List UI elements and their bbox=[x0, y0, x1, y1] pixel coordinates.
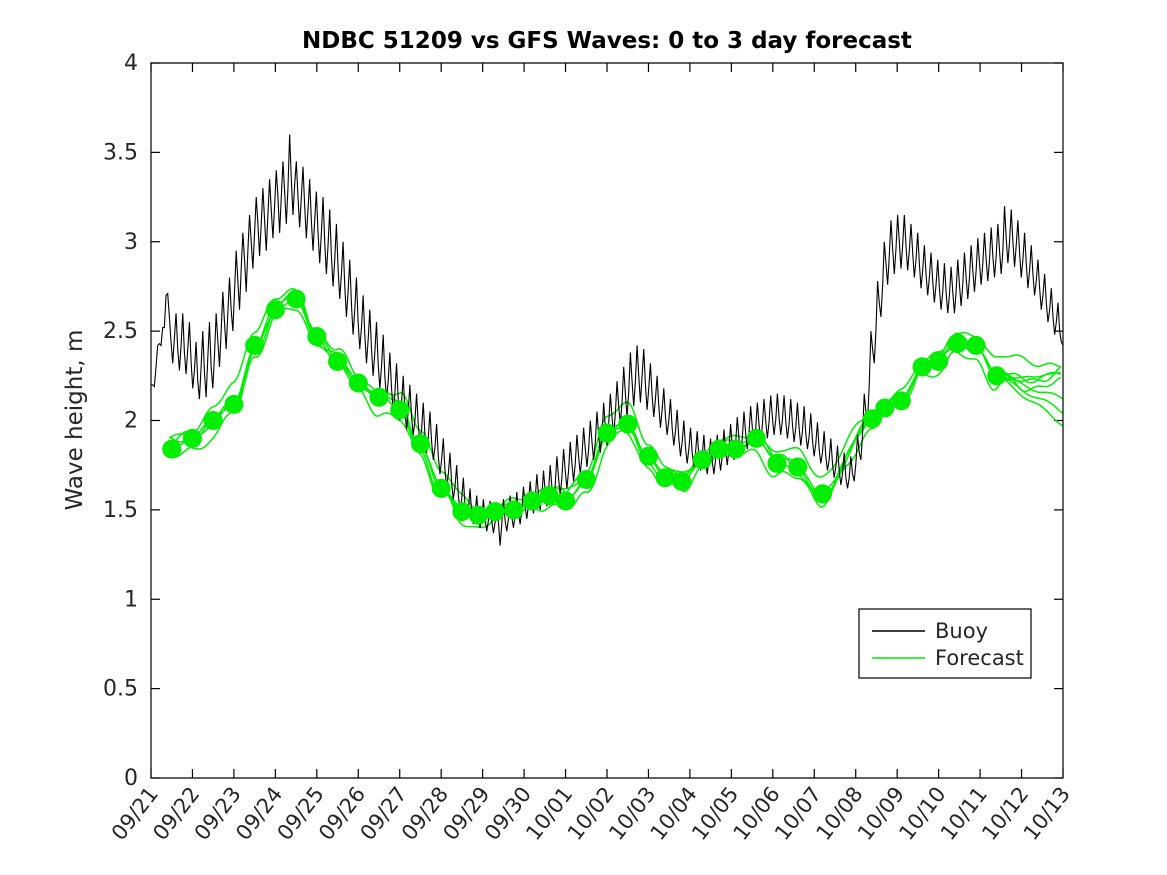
buoy-series-line bbox=[151, 134, 1063, 546]
forecast-marker-point bbox=[912, 357, 932, 377]
forecast-marker-point bbox=[788, 457, 808, 477]
forecast-marker-point bbox=[875, 398, 895, 418]
forecast-marker-point bbox=[328, 352, 348, 372]
forecast-marker-point bbox=[245, 335, 265, 355]
forecast-marker-point bbox=[431, 478, 451, 498]
y-tick-label: 0 bbox=[124, 766, 138, 791]
y-tick-label: 3.5 bbox=[103, 140, 138, 165]
axes-frame bbox=[150, 62, 1064, 779]
forecast-marker-point bbox=[390, 400, 410, 420]
forecast-marker-point bbox=[485, 502, 505, 522]
forecast-marker-point bbox=[369, 387, 389, 407]
y-tick-label: 1 bbox=[124, 587, 138, 612]
forecast-marker-point bbox=[286, 289, 306, 309]
forecast-marker-point bbox=[597, 423, 617, 443]
forecast-marker-point bbox=[182, 428, 202, 448]
forecast-marker-point bbox=[966, 335, 986, 355]
forecast-marker-point bbox=[726, 439, 746, 459]
legend-label-buoy: Buoy bbox=[935, 619, 988, 643]
forecast-marker-point bbox=[452, 502, 472, 522]
forecast-marker-point bbox=[348, 373, 368, 393]
forecast-marker-point bbox=[162, 439, 182, 459]
forecast-marker-point bbox=[891, 391, 911, 411]
forecast-marker-point bbox=[767, 453, 787, 473]
forecast-series-markers bbox=[162, 289, 1007, 525]
forecast-marker-point bbox=[813, 484, 833, 504]
forecast-tail-strand-2 bbox=[995, 374, 1063, 427]
forecast-marker-point bbox=[987, 366, 1007, 386]
y-tick-label: 3 bbox=[124, 230, 138, 255]
y-axis-title: Wave height, m bbox=[62, 330, 88, 511]
y-tick-label: 0.5 bbox=[103, 677, 138, 702]
forecast-marker-point bbox=[672, 471, 692, 491]
forecast-marker-point bbox=[576, 469, 596, 489]
chart-legend[interactable]: Buoy Forecast bbox=[858, 608, 1032, 679]
y-tick-label: 1.5 bbox=[103, 498, 138, 523]
legend-label-forecast: Forecast bbox=[935, 646, 1024, 670]
x-tick-label: 10/13 bbox=[1019, 782, 1075, 844]
forecast-marker-point bbox=[746, 428, 766, 448]
y-tick-label: 2.5 bbox=[103, 319, 138, 344]
forecast-marker-point bbox=[410, 434, 430, 454]
forecast-tail-strand-1 bbox=[995, 376, 1063, 415]
forecast-marker-point bbox=[862, 409, 882, 429]
forecast-marker-point bbox=[539, 486, 559, 506]
forecast-marker-point bbox=[929, 352, 949, 372]
forecast-marker-point bbox=[618, 414, 638, 434]
chart-title: NDBC 51209 vs GFS Waves: 0 to 3 day fore… bbox=[302, 28, 912, 54]
forecast-marker-point bbox=[947, 334, 967, 354]
y-axis-ticks: 0 0.5 1 1.5 2 2.5 3 3.5 4 bbox=[103, 51, 1063, 791]
forecast-marker-point bbox=[504, 500, 524, 520]
forecast-marker-point bbox=[556, 491, 576, 511]
forecast-marker-point bbox=[203, 411, 223, 430]
forecast-marker-point bbox=[692, 450, 712, 470]
forecast-marker-point bbox=[655, 468, 675, 488]
forecast-marker-point bbox=[265, 300, 285, 320]
forecast-marker-point bbox=[638, 446, 658, 466]
forecast-marker-point bbox=[468, 505, 488, 525]
forecast-marker-point bbox=[709, 439, 729, 459]
y-tick-label: 4 bbox=[124, 51, 138, 76]
y-tick-label: 2 bbox=[124, 409, 138, 434]
forecast-marker-point bbox=[224, 394, 244, 414]
forecast-marker-point bbox=[522, 491, 542, 511]
forecast-marker-point bbox=[307, 326, 327, 346]
legend-background bbox=[858, 608, 1032, 679]
